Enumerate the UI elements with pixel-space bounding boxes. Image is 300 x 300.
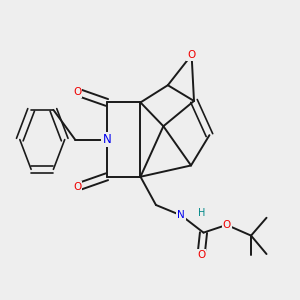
- Text: O: O: [197, 250, 205, 260]
- Text: N: N: [103, 133, 111, 146]
- Text: O: O: [223, 220, 231, 230]
- Text: H: H: [198, 208, 205, 218]
- Text: O: O: [197, 250, 205, 260]
- Text: O: O: [73, 182, 81, 192]
- Text: O: O: [73, 87, 81, 97]
- Text: O: O: [188, 50, 196, 60]
- Text: O: O: [223, 220, 231, 230]
- Text: O: O: [73, 182, 81, 192]
- Text: N: N: [103, 133, 111, 146]
- Text: O: O: [73, 87, 81, 97]
- Text: N: N: [177, 210, 185, 220]
- Text: O: O: [188, 50, 196, 60]
- Text: N: N: [177, 210, 185, 220]
